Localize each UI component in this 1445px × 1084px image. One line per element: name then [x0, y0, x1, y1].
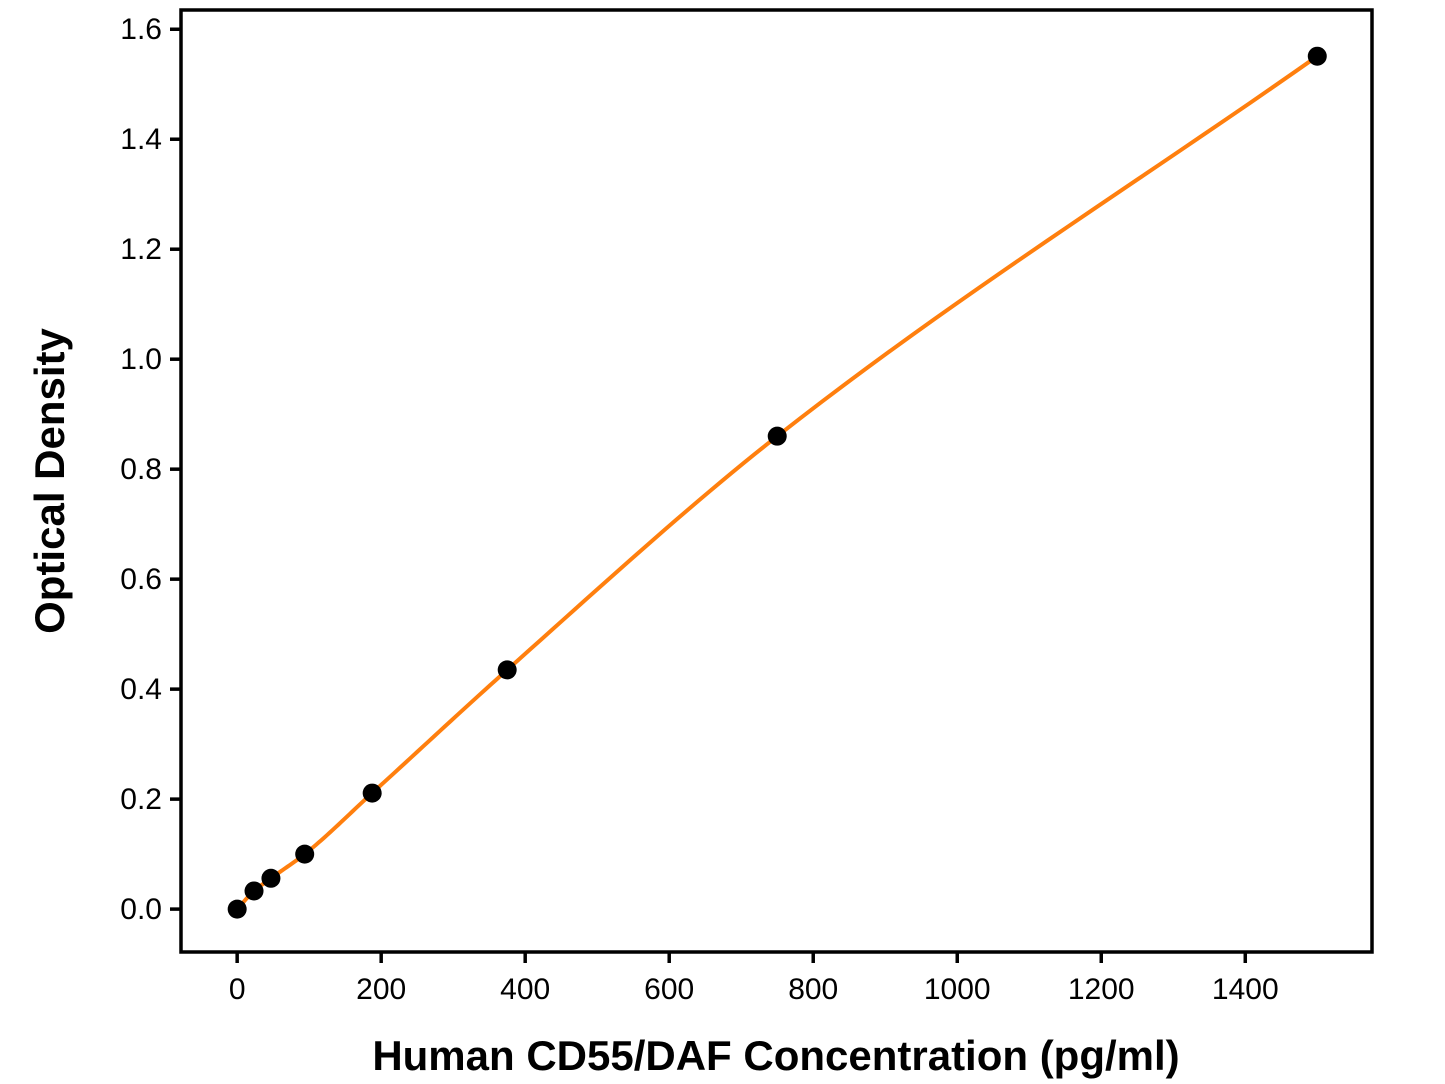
- y-axis-tick-label: 0.8: [120, 453, 162, 486]
- y-axis-tick-label: 0.4: [120, 673, 162, 706]
- y-axis-title: Optical Density: [26, 327, 73, 633]
- x-axis-tick-label: 600: [644, 973, 694, 1006]
- y-axis-tick-label: 1.0: [120, 343, 162, 376]
- data-point-marker: [261, 868, 281, 888]
- data-point-marker: [497, 660, 517, 680]
- y-axis-tick-label: 1.6: [120, 13, 162, 46]
- data-point-marker: [244, 881, 264, 901]
- x-axis-title: Human CD55/DAF Concentration (pg/ml): [372, 1032, 1179, 1079]
- y-axis-tick-label: 1.2: [120, 233, 162, 266]
- y-axis-tick-label: 0.6: [120, 563, 162, 596]
- y-axis-tick-label: 0.2: [120, 783, 162, 816]
- series-layer: [227, 46, 1327, 919]
- standard-curve-line: [235, 54, 1320, 912]
- data-point-marker: [295, 844, 315, 864]
- axes-layer: 0 200 400 600 800 1000 1200 1400 0.0 0.2 0.4 0.6 0.8…: [120, 8, 1374, 1006]
- x-axis-tick-label: 1400: [1212, 973, 1279, 1006]
- data-point-marker: [1307, 46, 1327, 66]
- x-axis-tick-label: 200: [356, 973, 406, 1006]
- data-point-marker: [362, 783, 382, 803]
- x-axis-tick-label: 1200: [1068, 973, 1135, 1006]
- y-axis-tick-label: 0.0: [120, 893, 162, 926]
- data-point-marker: [227, 899, 247, 919]
- x-axis-tick-label: 800: [788, 973, 838, 1006]
- y-axis-tick-label: 1.4: [120, 123, 162, 156]
- x-axis-tick-label: 400: [500, 973, 550, 1006]
- x-axis-tick-label: 1000: [924, 973, 991, 1006]
- x-axis-tick-label: 0: [229, 973, 246, 1006]
- plot-border: [179, 8, 1374, 954]
- data-point-marker: [767, 426, 787, 446]
